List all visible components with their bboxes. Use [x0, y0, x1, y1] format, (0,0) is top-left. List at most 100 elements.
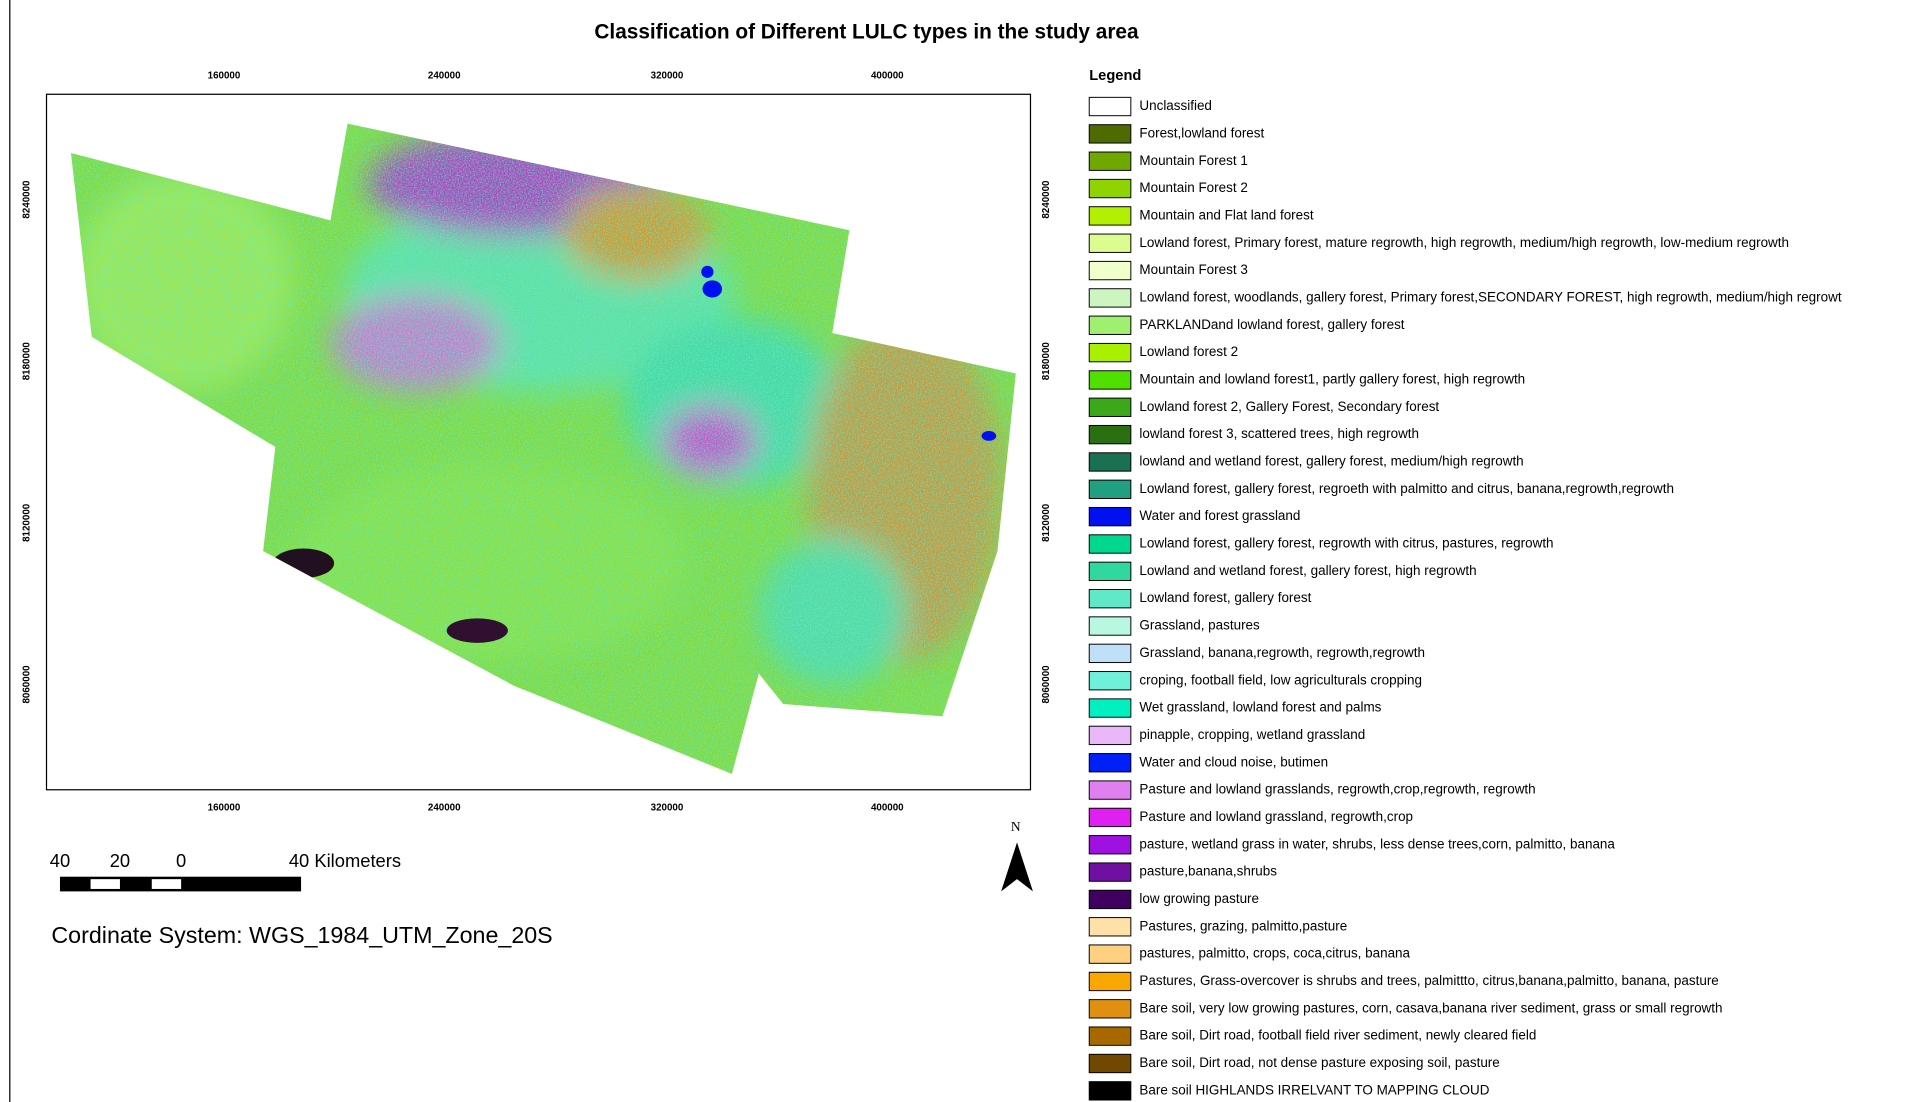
- scale-label: 40 Kilometers: [289, 850, 401, 871]
- legend-swatch: [1089, 1082, 1131, 1100]
- legend-label: Lowland forest, woodlands, gallery fores…: [1139, 289, 1841, 304]
- legend-label: Forest,lowland forest: [1139, 125, 1264, 140]
- legend-label: croping, football field, low agricultura…: [1139, 672, 1422, 687]
- legend-swatch: [1089, 1054, 1131, 1072]
- scale-label: 0: [176, 850, 186, 871]
- legend-label: Pasture and lowland grasslands, regrowth…: [1139, 782, 1535, 797]
- legend-swatch: [1089, 589, 1131, 607]
- legend-swatch: [1089, 535, 1131, 553]
- map-layout: Classification of Different LULC types i…: [0, 0, 1919, 1102]
- legend-swatch: [1089, 808, 1131, 826]
- right-tick-label: 8180000: [1041, 342, 1052, 381]
- legend-label: pasture,banana,shrubs: [1139, 864, 1277, 879]
- legend-label: Grassland, pastures: [1139, 618, 1260, 633]
- legend-swatch: [1089, 480, 1131, 498]
- legend-swatch: [1089, 644, 1131, 662]
- legend-label: Unclassified: [1139, 98, 1212, 113]
- legend-label: Mountain Forest 3: [1139, 262, 1247, 277]
- legend-label: Lowland forest, Primary forest, mature r…: [1139, 235, 1789, 250]
- legend-swatch: [1089, 699, 1131, 717]
- legend-label: Lowland and wetland forest, gallery fore…: [1139, 563, 1476, 578]
- legend-label: Mountain and Flat land forest: [1139, 207, 1313, 222]
- legend-swatch: [1089, 1027, 1131, 1045]
- top-tick-label: 320000: [651, 71, 684, 82]
- legend-label: Bare soil, very low growing pastures, co…: [1139, 1000, 1722, 1015]
- bottom-tick-label: 160000: [208, 803, 241, 814]
- legend-swatch: [1089, 261, 1131, 279]
- legend-swatch: [1089, 562, 1131, 580]
- legend-swatch: [1089, 836, 1131, 854]
- bottom-tick-label: 240000: [428, 803, 461, 814]
- legend-swatch: [1089, 507, 1131, 525]
- legend-label: Lowland forest, gallery forest, regrowth…: [1139, 536, 1553, 551]
- legend-swatch: [1089, 152, 1131, 170]
- legend-label: Mountain Forest 1: [1139, 153, 1247, 168]
- legend-label: Bare soil, Dirt road, not dense pasture …: [1139, 1055, 1499, 1070]
- legend-swatch: [1089, 972, 1131, 990]
- legend-label: Lowland forest, gallery forest: [1139, 590, 1311, 605]
- legend-swatch: [1089, 343, 1131, 361]
- legend-title: Legend: [1089, 68, 1141, 84]
- legend-label: Pasture and lowland grassland, regrowth,…: [1139, 809, 1413, 824]
- legend-swatch: [1089, 234, 1131, 252]
- legend-label: low growing pasture: [1139, 891, 1259, 906]
- legend-swatch: [1089, 754, 1131, 772]
- legend-swatch: [1089, 890, 1131, 908]
- legend-swatch: [1089, 207, 1131, 225]
- map-title: Classification of Different LULC types i…: [594, 21, 1139, 44]
- scale-bar: [60, 877, 301, 892]
- legend-swatch: [1089, 398, 1131, 416]
- legend-swatch: [1089, 726, 1131, 744]
- legend-swatch: [1089, 863, 1131, 881]
- legend-label: pinapple, cropping, wetland grassland: [1139, 727, 1365, 742]
- legend-label: lowland forest 3, scattered trees, high …: [1139, 426, 1419, 441]
- legend-label: PARKLANDand lowland forest, gallery fore…: [1139, 317, 1404, 332]
- legend-label: Bare soil HIGHLANDS IRRELVANT TO MAPPING…: [1139, 1082, 1489, 1097]
- scale-label: 40: [50, 850, 70, 871]
- legend-label: pastures, palmitto, crops, coca,citrus, …: [1139, 946, 1410, 961]
- scale-label: 20: [110, 850, 130, 871]
- legend-label: Water and forest grassland: [1139, 508, 1300, 523]
- legend-swatch: [1089, 97, 1131, 115]
- left-tick-label: 8180000: [22, 342, 33, 381]
- legend-label: pasture, wetland grass in water, shrubs,…: [1139, 836, 1615, 851]
- legend-label: Pastures, Grass-overcover is shrubs and …: [1139, 973, 1718, 988]
- legend-label: Mountain Forest 2: [1139, 180, 1247, 195]
- left-tick-label: 8240000: [22, 180, 33, 219]
- legend-swatch: [1089, 617, 1131, 635]
- legend-label: Pastures, grazing, palmitto,pasture: [1139, 918, 1347, 933]
- coordinate-system: Cordinate System: WGS_1984_UTM_Zone_20S: [51, 922, 552, 948]
- legend-swatch: [1089, 1000, 1131, 1018]
- legend-swatch: [1089, 918, 1131, 936]
- top-tick-label: 160000: [208, 71, 241, 82]
- legend-swatch: [1089, 125, 1131, 143]
- legend-label: Lowland forest 2, Gallery Forest, Second…: [1139, 399, 1439, 414]
- classified-raster: [49, 110, 1028, 783]
- legend-label: Grassland, banana,regrowth, regrowth,reg…: [1139, 645, 1425, 660]
- legend-label: Lowland forest, gallery forest, regroeth…: [1139, 481, 1674, 496]
- legend-swatch: [1089, 425, 1131, 443]
- legend-label: lowland and wetland forest, gallery fore…: [1139, 454, 1523, 469]
- bottom-tick-label: 400000: [871, 803, 904, 814]
- right-tick-label: 8240000: [1041, 180, 1052, 219]
- legend-swatch: [1089, 453, 1131, 471]
- legend-swatch: [1089, 289, 1131, 307]
- legend-label: Mountain and lowland forest1, partly gal…: [1139, 372, 1525, 387]
- legend-label: Lowland forest 2: [1139, 344, 1238, 359]
- legend-label: Bare soil, Dirt road, football field riv…: [1139, 1028, 1536, 1043]
- north-label: N: [1011, 819, 1021, 834]
- legend-label: Wet grassland, lowland forest and palms: [1139, 700, 1381, 715]
- legend-swatch: [1089, 781, 1131, 799]
- legend-swatch: [1089, 371, 1131, 389]
- right-tick-label: 8060000: [1041, 665, 1052, 704]
- top-tick-label: 400000: [871, 71, 904, 82]
- legend-swatch: [1089, 945, 1131, 963]
- legend-swatch: [1089, 316, 1131, 334]
- legend-swatch: [1089, 672, 1131, 690]
- right-tick-label: 8120000: [1041, 503, 1052, 542]
- north-arrow: [1001, 842, 1033, 891]
- left-tick-label: 8120000: [22, 503, 33, 542]
- legend-swatch: [1089, 179, 1131, 197]
- bottom-tick-label: 320000: [651, 803, 684, 814]
- legend-label: Water and cloud noise, butimen: [1139, 754, 1328, 769]
